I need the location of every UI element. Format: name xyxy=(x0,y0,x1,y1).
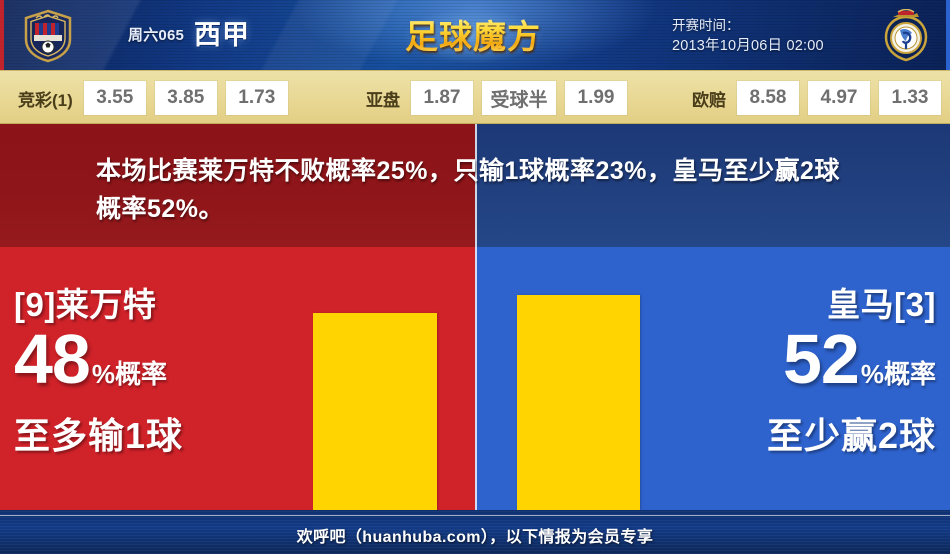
away-percent-suffix: %概率 xyxy=(860,359,936,389)
odds-group-jingcai: 竞彩(1) 3.55 3.85 1.73 xyxy=(18,71,297,125)
odds-cell-jingcai-home[interactable]: 3.55 xyxy=(83,81,146,115)
odds-cell-european-draw[interactable]: 4.97 xyxy=(808,81,870,115)
home-percent-suffix: %概率 xyxy=(91,359,167,389)
home-stat-block: [9]莱万特 48%概率 至多输1球 xyxy=(14,285,334,459)
league-name: 西甲 xyxy=(194,20,250,50)
odds-bar: 竞彩(1) 3.55 3.85 1.73 亚盘 1.87 受球半 1.99 欧赔… xyxy=(0,70,950,124)
away-probability-bar xyxy=(517,295,640,510)
levante-crest-icon xyxy=(24,9,72,63)
home-percent-value: 48 xyxy=(14,320,91,398)
away-headline-band xyxy=(475,124,950,247)
away-stat-block: 皇马[3] 52%概率 至少赢2球 xyxy=(616,285,936,459)
odds-cell-european-home[interactable]: 8.58 xyxy=(737,81,799,115)
real-madrid-crest-icon xyxy=(884,9,928,62)
odds-group-asian-handicap: 亚盘 1.87 受球半 1.99 xyxy=(366,71,636,125)
odds-cell-european-away[interactable]: 1.33 xyxy=(879,81,941,115)
away-percent-row: 52%概率 xyxy=(616,324,936,413)
kickoff-label: 开赛时间： xyxy=(672,18,740,33)
footer-bar: 欢呼吧（huanhuba.com），以下情报为会员专享 xyxy=(0,510,950,554)
odds-cell-jingcai-away[interactable]: 1.73 xyxy=(225,81,288,115)
kickoff-time: 2013年10月06日 02:00 xyxy=(672,38,824,54)
match-round-label: 周六065 xyxy=(128,27,185,44)
home-outcome-label: 至多输1球 xyxy=(14,415,184,456)
odds-group-european: 欧赔 8.58 4.97 1.33 xyxy=(692,71,950,125)
home-percent-row: 48%概率 xyxy=(14,324,334,413)
header-left-accent xyxy=(0,0,4,70)
header-bar: 周六065 西甲 足球魔方 开赛时间： 2013年10月06日 02:00 xyxy=(0,0,950,70)
footer-divider xyxy=(0,515,950,516)
home-team-name: [9]莱万特 xyxy=(14,286,157,323)
away-outcome-label: 至少赢2球 xyxy=(766,415,936,456)
home-probability-bar xyxy=(313,313,437,510)
odds-label-european: 欧赔 xyxy=(692,90,726,110)
home-headline-band xyxy=(0,124,475,247)
away-percent-value: 52 xyxy=(783,320,860,398)
odds-cell-jingcai-draw[interactable]: 3.85 xyxy=(154,81,217,115)
headline-summary: 本场比赛莱万特不败概率25%，只输1球概率23%，皇马至少赢2球概率52%。 xyxy=(96,157,840,223)
odds-label-asian-handicap: 亚盘 xyxy=(366,90,400,110)
site-logo[interactable]: 足球魔方 xyxy=(375,0,571,70)
header-right-accent xyxy=(946,0,950,70)
panel-divider xyxy=(475,124,477,510)
logo-glow xyxy=(375,0,571,70)
away-team-name: 皇马[3] xyxy=(827,286,936,323)
odds-cell-asian-home[interactable]: 1.87 xyxy=(411,81,473,115)
odds-cell-asian-line[interactable]: 受球半 xyxy=(482,81,556,115)
odds-cell-asian-away[interactable]: 1.99 xyxy=(565,81,627,115)
kickoff-block: 开赛时间： 2013年10月06日 02:00 xyxy=(672,15,824,57)
site-logo-text: 足球魔方 xyxy=(393,10,553,58)
odds-label-jingcai: 竞彩(1) xyxy=(18,90,73,110)
footer-notice: 欢呼吧（huanhuba.com），以下情报为会员专享 xyxy=(296,529,654,546)
